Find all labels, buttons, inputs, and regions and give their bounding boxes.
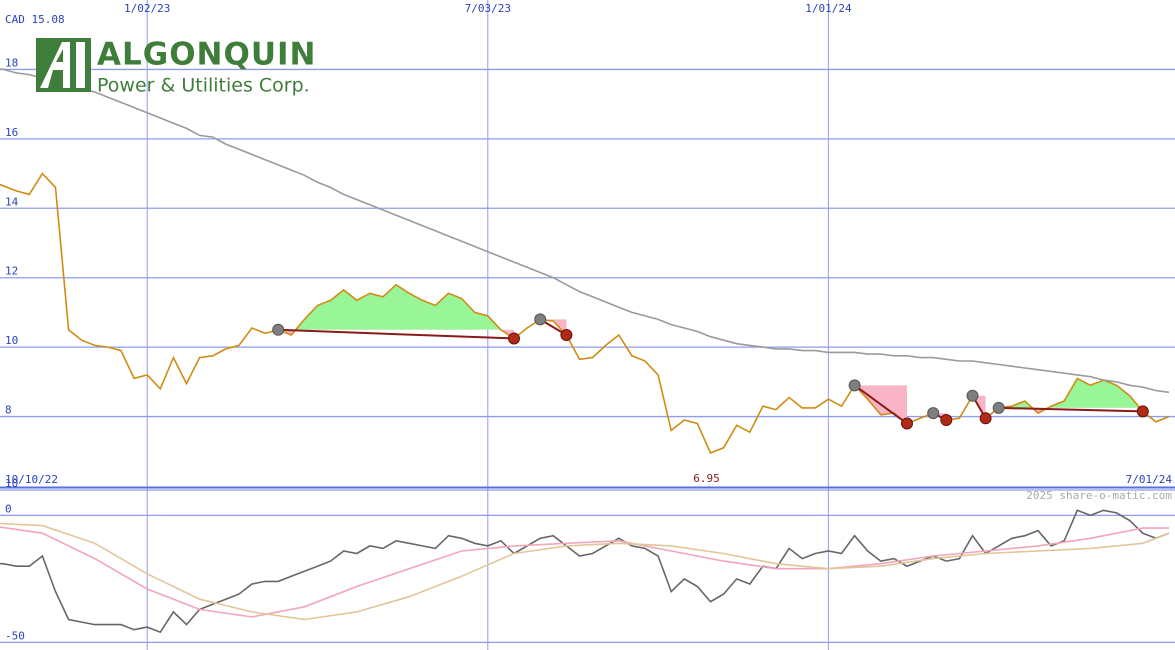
logo-icon-bar [76, 42, 85, 88]
logo: ALGONQUIN Power & Utilities Corp. [36, 37, 317, 97]
entry-marker [848, 379, 861, 392]
trade-line [278, 328, 515, 340]
series-line [0, 522, 1170, 621]
logo-tagline: Power & Utilities Corp. [97, 75, 310, 97]
y-tick-label: 16 [5, 126, 18, 139]
y-tick-label: 0 [5, 502, 12, 515]
exit-marker [508, 332, 520, 345]
logo-name: ALGONQUIN [97, 37, 317, 73]
trade-loss-area [540, 319, 567, 335]
series-line [0, 68, 1170, 394]
exit-marker [901, 417, 913, 430]
entry-marker [966, 389, 979, 402]
logo-icon-a [40, 42, 70, 88]
exit-marker [560, 328, 573, 341]
y-tick-label: -50 [5, 629, 25, 642]
y-tick-label: 10 [5, 334, 18, 347]
y-tick-label: 14 [5, 195, 19, 208]
series-line [0, 509, 1170, 634]
exit-marker [940, 414, 953, 427]
entry-marker [534, 313, 547, 326]
low-label: 6.95 [693, 472, 720, 485]
trade-line [998, 406, 1143, 413]
y-tick-label: 8 [5, 404, 12, 417]
price-header: CAD 15.08 [5, 13, 65, 26]
watermark: 2025 share-o-matic.com [1026, 489, 1172, 502]
entry-marker [927, 407, 940, 420]
exit-marker [1136, 405, 1149, 418]
y-tick-label: 10 [5, 477, 18, 490]
y-tick-label: 18 [5, 56, 18, 69]
y-tick-label: 12 [5, 265, 18, 278]
x-range-start: 10/10/22 [5, 473, 58, 486]
x-tick-label: 1/02/23 [124, 2, 170, 15]
x-range-end: 7/01/24 [1126, 473, 1173, 486]
series-line [0, 526, 1169, 618]
x-tick-label: 7/03/23 [465, 2, 511, 15]
entry-marker [992, 401, 1005, 414]
trade-line [854, 384, 908, 425]
x-tick-label: 1/01/24 [805, 2, 852, 15]
exit-marker [979, 412, 992, 425]
entry-marker [272, 323, 285, 336]
trade-gain-area [295, 284, 501, 330]
